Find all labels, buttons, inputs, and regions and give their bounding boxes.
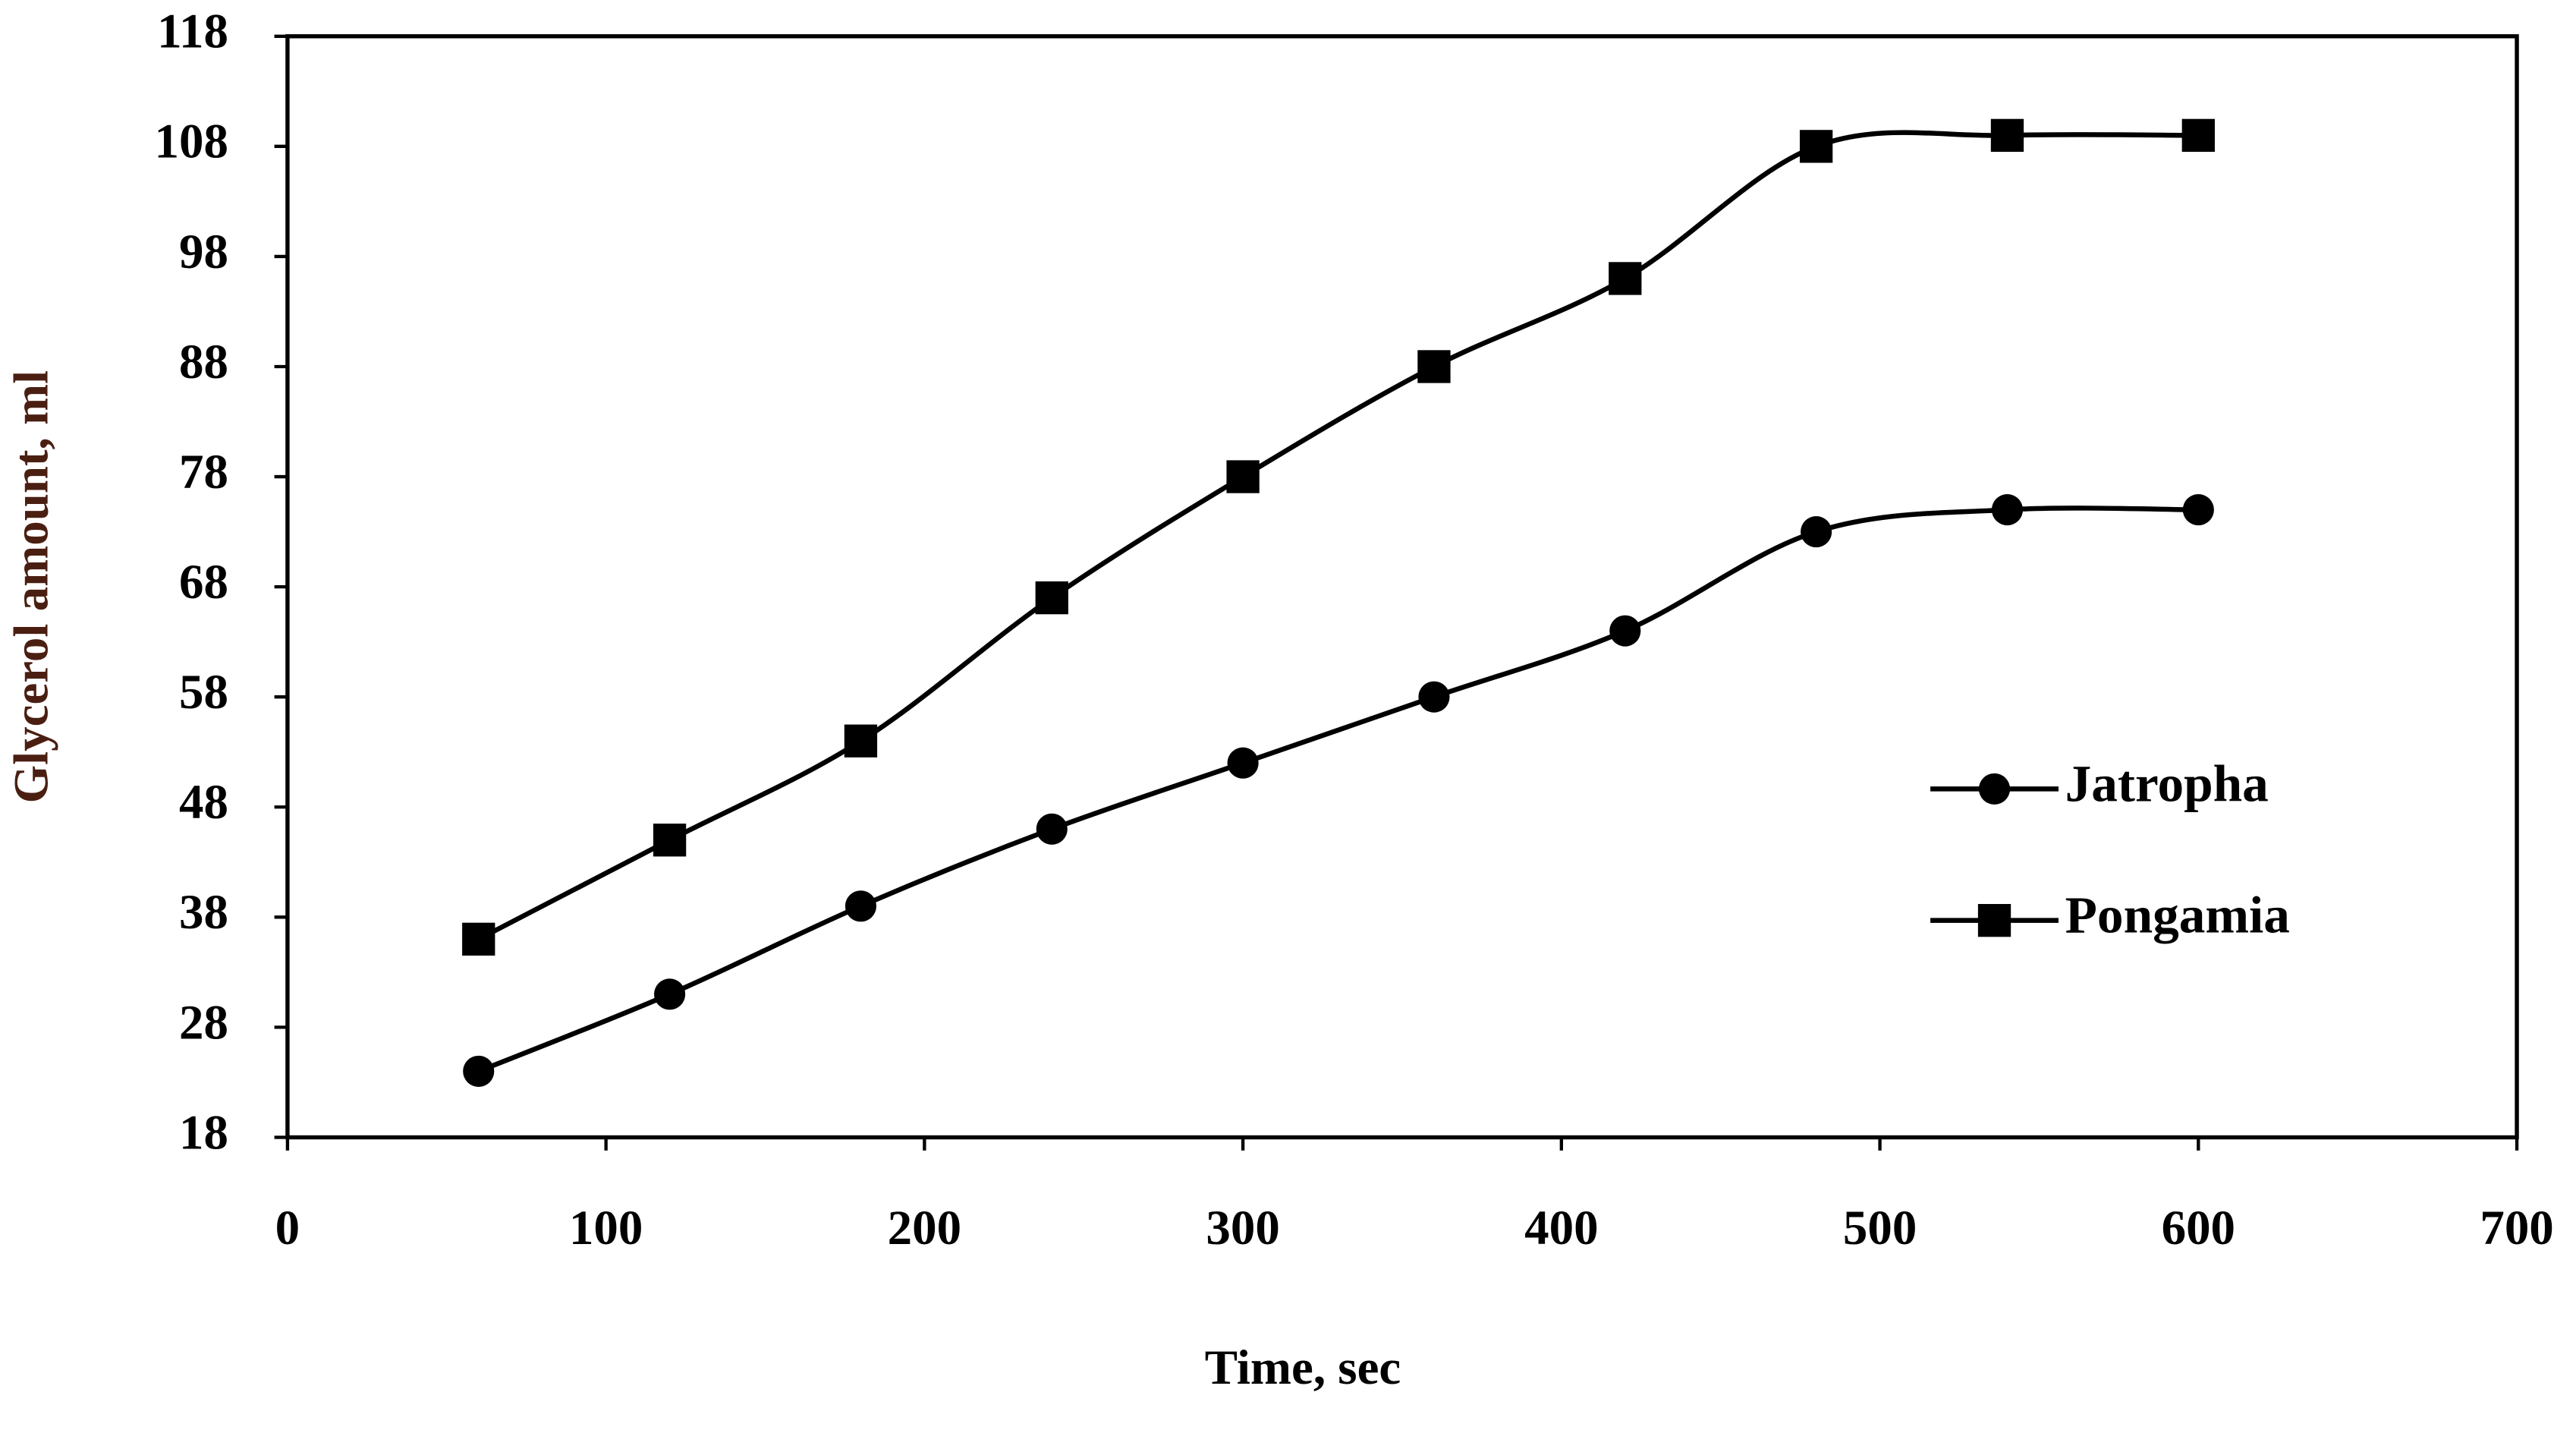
data-point xyxy=(2182,494,2214,526)
y-tick-label: 88 xyxy=(179,335,228,389)
x-tick-label: 200 xyxy=(888,1201,961,1255)
data-point xyxy=(1801,516,1832,548)
y-tick-label: 108 xyxy=(155,115,228,169)
series-line xyxy=(477,506,2199,1074)
legend-label: Jatropha xyxy=(2065,754,2269,812)
x-tick-label: 100 xyxy=(569,1201,643,1255)
data-point xyxy=(653,824,687,857)
data-point xyxy=(845,890,876,922)
x-tick-label: 600 xyxy=(2162,1201,2235,1255)
y-axis-label: Glycerol amount, ml xyxy=(5,370,59,804)
data-point xyxy=(1609,262,1642,295)
x-tick-label: 0 xyxy=(275,1201,300,1255)
data-point xyxy=(463,1055,495,1087)
legend-marker xyxy=(1978,773,2011,805)
data-point xyxy=(1227,747,1259,779)
y-tick-label: 58 xyxy=(179,665,228,720)
data-point xyxy=(654,978,686,1010)
data-point xyxy=(1035,581,1068,615)
y-tick-label: 28 xyxy=(179,995,228,1050)
y-tick-label: 48 xyxy=(179,775,228,830)
y-tick-label: 68 xyxy=(179,555,228,609)
data-point xyxy=(844,724,878,758)
x-tick-label: 400 xyxy=(1524,1201,1598,1255)
data-point xyxy=(1991,494,2024,526)
data-point xyxy=(1990,118,2024,152)
data-point xyxy=(1417,350,1451,383)
data-point xyxy=(1226,460,1260,493)
y-tick-label: 18 xyxy=(179,1105,228,1160)
y-tick-label: 78 xyxy=(179,445,228,499)
data-point xyxy=(1799,130,1833,163)
x-tick-label: 500 xyxy=(1843,1201,1917,1255)
y-tick-label: 118 xyxy=(157,5,228,59)
series-line xyxy=(477,130,2199,942)
data-point xyxy=(2181,118,2215,152)
y-tick-label: 98 xyxy=(179,225,228,279)
data-point xyxy=(462,922,495,956)
x-axis-label: Time, sec xyxy=(1205,1340,1401,1395)
legend-label: Pongamia xyxy=(2065,886,2290,944)
data-point xyxy=(1418,681,1450,713)
y-tick-label: 38 xyxy=(179,885,228,940)
x-tick-label: 700 xyxy=(2480,1201,2553,1255)
data-point xyxy=(1036,813,1068,845)
x-tick-label: 300 xyxy=(1206,1201,1279,1255)
legend-marker xyxy=(1977,903,2011,937)
data-point xyxy=(1609,615,1641,647)
